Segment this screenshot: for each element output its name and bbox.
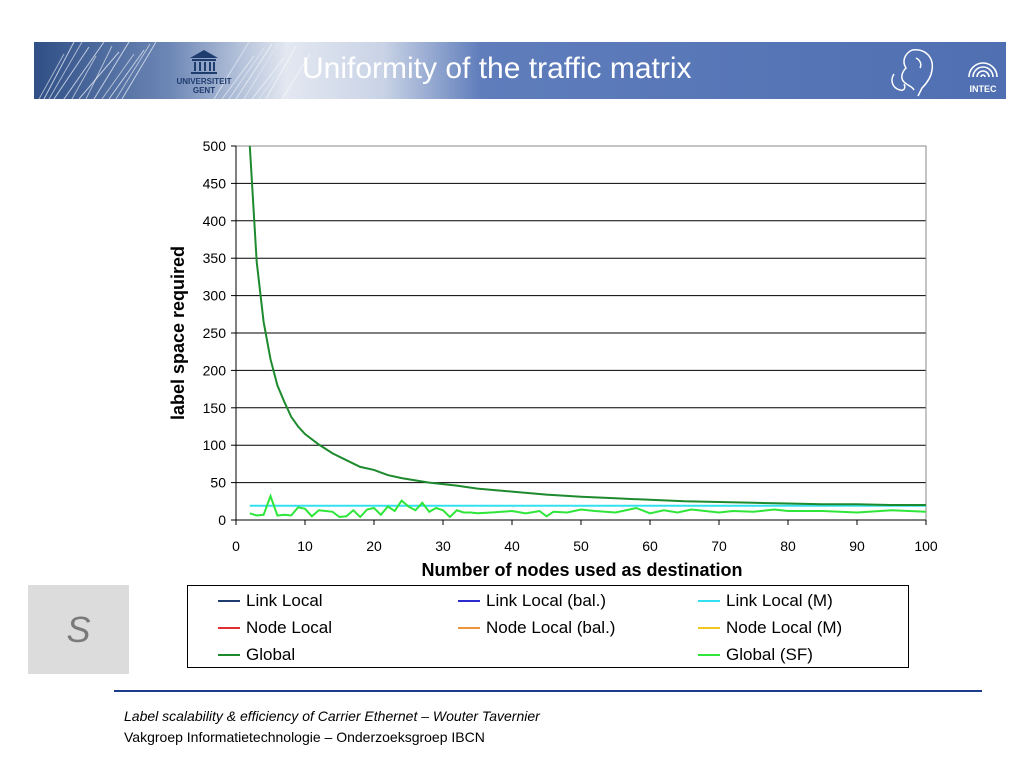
legend-swatch	[218, 654, 240, 656]
x-tick-label: 10	[297, 538, 313, 554]
x-tick-label: 80	[780, 538, 796, 554]
legend-label: Global (SF)	[726, 645, 813, 664]
x-tick-label: 40	[504, 538, 520, 554]
legend-swatch	[698, 627, 720, 629]
sidebar-letter: S	[66, 608, 91, 650]
footer-department: Vakgroep Informatietechnologie – Onderzo…	[124, 729, 485, 745]
grid-lines	[236, 145, 926, 484]
axes: 0 50 100 150 200 250 300 350 400 450 500 0 10 20 30 40 5…	[203, 138, 938, 554]
y-tick-label: 100	[203, 437, 227, 453]
legend-label: Link Local (bal.)	[486, 591, 607, 610]
header-banner: UNIVERSITEIT GENT Uniformity of the traf…	[34, 42, 1006, 99]
x-tick-label: 60	[642, 538, 658, 554]
y-tick-label: 500	[203, 138, 227, 154]
x-tick-label: 30	[435, 538, 451, 554]
x-tick-label: 50	[573, 538, 589, 554]
x-axis-label: Number of nodes used as destination	[421, 560, 742, 580]
legend-item: Global (SF)	[698, 645, 813, 665]
x-tick-label: 100	[914, 538, 938, 554]
legend-swatch	[218, 600, 240, 602]
legend-item: Link Local	[218, 591, 323, 611]
legend-swatch	[698, 654, 720, 656]
legend-label: Node Local (M)	[726, 618, 843, 637]
legend-label: Link Local (M)	[726, 591, 833, 610]
y-tick-label: 150	[203, 400, 227, 416]
y-tick-label: 350	[203, 250, 227, 266]
y-tick-label: 50	[210, 475, 226, 491]
y-tick-label: 200	[203, 362, 227, 378]
slide-title: Uniformity of the traffic matrix	[302, 52, 692, 85]
legend-item: Node Local (bal.)	[458, 618, 615, 638]
universiteit-gent-logo: UNIVERSITEIT GENT	[176, 50, 232, 95]
x-tick-label: 20	[366, 538, 382, 554]
y-tick-label: 450	[203, 175, 227, 191]
legend-item: Global	[218, 645, 295, 665]
x-tick-label: 90	[849, 538, 865, 554]
x-tick-label: 70	[711, 538, 727, 554]
intec-logo-text: INTEC	[970, 84, 998, 94]
legend-swatch	[698, 600, 720, 602]
legend-label: Global	[246, 645, 296, 664]
chart-legend: Link Local Link Local (bal.) Link Local (M…	[187, 585, 909, 668]
y-tick-label: 300	[203, 288, 227, 304]
legend-label: Link Local	[246, 591, 323, 610]
sidebar-letter-box: S	[28, 585, 129, 674]
legend-label: Node Local	[246, 618, 333, 637]
series-line-global-sf	[249, 493, 927, 519]
legend-item: Node Local	[218, 618, 332, 638]
legend-swatch	[218, 627, 240, 629]
x-tick-label: 0	[232, 538, 240, 554]
footer-presentation-title: Label scalability & efficiency of Carrie…	[124, 708, 540, 724]
intec-logo: INTEC	[968, 62, 998, 94]
y-tick-label: 250	[203, 325, 227, 341]
legend-item: Link Local (M)	[698, 591, 833, 611]
grass-pattern-icon	[38, 42, 319, 99]
legend-swatch	[458, 600, 480, 602]
data-series	[248, 145, 927, 519]
svg-text:GENT: GENT	[193, 86, 215, 95]
y-axis-label: label space required	[168, 246, 188, 420]
legend-item: Link Local (bal.)	[458, 591, 606, 611]
legend-item: Node Local (M)	[698, 618, 842, 638]
legend-label: Node Local (bal.)	[486, 618, 616, 637]
helmet-head-logo	[891, 49, 934, 97]
y-tick-label: 0	[218, 512, 226, 528]
legend-swatch	[458, 627, 480, 629]
line-chart: 0 50 100 150 200 250 300 350 400 450 500 0 10 20 30 40 5…	[168, 138, 938, 580]
series-line-global	[248, 145, 926, 506]
y-tick-label: 400	[203, 213, 227, 229]
svg-text:UNIVERSITEIT: UNIVERSITEIT	[176, 77, 231, 86]
footer-divider	[114, 690, 982, 692]
